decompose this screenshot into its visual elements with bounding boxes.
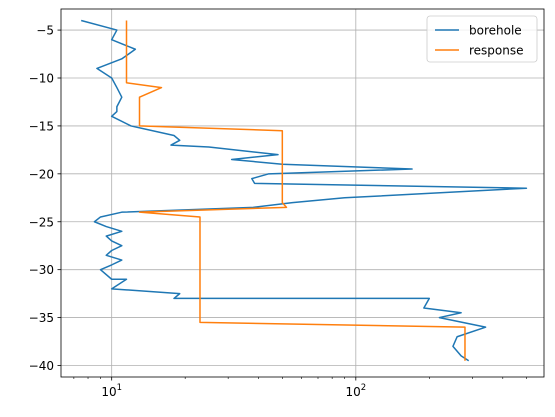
series-line-response (125, 20, 466, 361)
x-tick-label: 101 (101, 383, 122, 399)
series-line-borehole (80, 19, 528, 362)
y-tick-label: −35 (29, 311, 54, 325)
ticks: 101 102 −5 −10 −15 −20 −25 −30 −35 −40 (29, 24, 527, 399)
y-tick-label: −10 (29, 72, 54, 86)
series-layer (80, 19, 528, 362)
axes-frame (60, 8, 545, 378)
legend-label-response: response (469, 44, 524, 58)
grid (61, 9, 544, 377)
y-tick-label: −20 (29, 167, 54, 181)
legend-label-borehole: borehole (469, 24, 522, 38)
x-tick-label: 102 (345, 383, 366, 399)
y-tick-label: −40 (29, 359, 54, 373)
y-tick-label: −30 (29, 263, 54, 277)
y-tick-label: −15 (29, 119, 54, 133)
y-tick-label: −25 (29, 215, 54, 229)
y-tick-label: −5 (36, 24, 54, 38)
legend: borehole response (426, 15, 538, 63)
